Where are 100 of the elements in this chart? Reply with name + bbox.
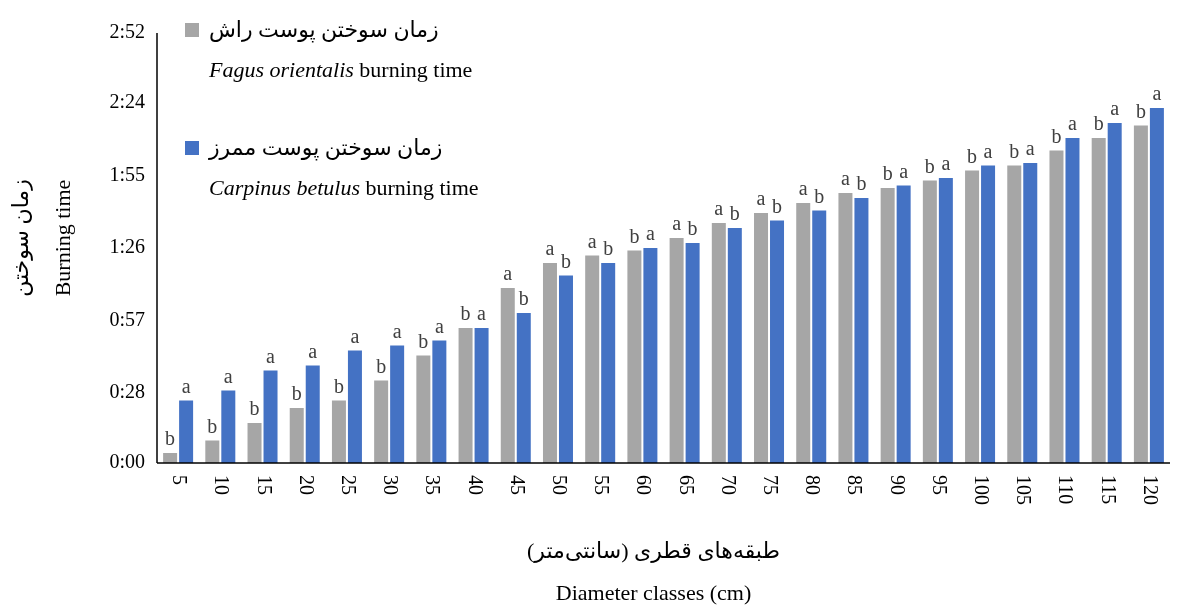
data-label: a <box>1068 112 1078 134</box>
x-tick-label: 100 <box>971 475 994 505</box>
bar <box>754 213 769 463</box>
data-label: a <box>587 229 597 252</box>
bar <box>558 275 573 463</box>
bar <box>516 313 531 463</box>
bar <box>163 453 178 463</box>
data-label: b <box>249 397 260 419</box>
x-tick-label: 95 <box>929 475 952 495</box>
data-label: b <box>333 374 344 397</box>
x-tick-label: 90 <box>887 475 910 495</box>
bar <box>305 365 320 463</box>
bar <box>331 400 346 463</box>
data-label: b <box>207 414 218 437</box>
bar <box>289 408 304 463</box>
y-tick-label: 1:55 <box>109 162 145 185</box>
bar <box>374 380 389 463</box>
bar <box>1007 165 1022 463</box>
data-label: b <box>856 172 867 194</box>
bar <box>1149 108 1164 463</box>
y-tick-label: 2:24 <box>109 89 145 112</box>
y-tick-label: 0:00 <box>109 449 145 472</box>
bar <box>669 238 684 463</box>
data-label: b <box>629 224 640 247</box>
data-label: a <box>477 302 487 324</box>
bar <box>416 355 431 463</box>
bar <box>1133 125 1148 463</box>
bar <box>601 263 616 463</box>
data-label: a <box>434 314 444 337</box>
bar <box>880 188 895 463</box>
data-label: a <box>798 177 808 199</box>
bar <box>981 165 996 463</box>
x-tick-label: 60 <box>633 475 656 495</box>
data-label: b <box>924 154 935 177</box>
data-label: a <box>1025 137 1035 159</box>
x-tick-label: 105 <box>1013 475 1036 505</box>
x-tick-label: 80 <box>802 475 825 495</box>
bar <box>221 390 236 463</box>
bar <box>796 203 811 463</box>
x-tick-label: 40 <box>464 475 487 495</box>
x-tick-label: 10 <box>211 475 234 495</box>
bar <box>347 350 362 463</box>
y-tick-label: 2:52 <box>109 19 145 42</box>
bar <box>247 423 262 463</box>
bar <box>1065 138 1080 463</box>
bar <box>179 400 194 463</box>
bar <box>838 193 853 463</box>
data-label: a <box>899 159 909 182</box>
data-label: a <box>756 187 766 209</box>
data-label: b <box>1093 112 1104 134</box>
x-tick-label: 70 <box>718 475 741 495</box>
bar <box>1023 163 1038 463</box>
bar <box>627 250 642 463</box>
x-tick-label: 35 <box>422 475 445 495</box>
bar <box>965 170 980 463</box>
bar <box>474 328 489 463</box>
bar <box>643 248 658 463</box>
bar <box>727 228 742 463</box>
data-label: a <box>840 167 850 189</box>
data-label: b <box>291 382 302 404</box>
bar <box>500 288 515 463</box>
data-label: a <box>392 319 402 342</box>
bar <box>1091 138 1106 463</box>
data-label: a <box>223 364 233 387</box>
data-label: a <box>350 324 360 347</box>
data-label: a <box>308 339 318 362</box>
bar <box>896 185 911 463</box>
y-tick-label: 1:26 <box>109 234 145 257</box>
data-label: b <box>967 144 978 167</box>
data-label: a <box>983 139 993 162</box>
data-label: a <box>545 237 555 259</box>
x-tick-label: 85 <box>844 475 867 495</box>
data-label: b <box>460 302 471 324</box>
data-label: a <box>672 212 682 234</box>
x-tick-label: 45 <box>507 475 530 495</box>
x-tick-label: 20 <box>296 475 319 495</box>
bar <box>685 243 700 463</box>
x-tick-label: 115 <box>1098 475 1121 505</box>
data-label: b <box>772 194 783 217</box>
data-label: a <box>1110 97 1120 119</box>
bar <box>922 180 937 463</box>
bar <box>263 370 278 463</box>
data-label: b <box>376 354 387 377</box>
x-tick-label: 75 <box>760 475 783 495</box>
x-tick-label: 65 <box>676 475 699 495</box>
x-tick-label: 30 <box>380 475 403 495</box>
data-label: a <box>941 152 951 174</box>
data-label: b <box>165 427 176 449</box>
bar <box>938 178 953 463</box>
data-label: b <box>1051 124 1062 147</box>
data-label: a <box>181 374 191 397</box>
bar <box>1107 123 1122 463</box>
bar <box>585 255 600 463</box>
bar <box>432 340 447 463</box>
data-label: b <box>518 287 529 309</box>
data-label: b <box>603 237 614 259</box>
data-label: a <box>645 222 655 244</box>
bar <box>458 328 473 463</box>
data-label: a <box>1152 82 1162 104</box>
bar <box>390 345 405 463</box>
